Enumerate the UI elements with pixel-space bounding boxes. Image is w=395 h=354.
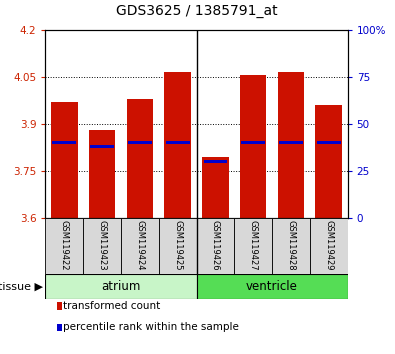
Bar (121, 218, 159, 274)
Text: percentile rank within the sample: percentile rank within the sample (63, 322, 239, 332)
Text: GDS3625 / 1385791_at: GDS3625 / 1385791_at (116, 4, 277, 18)
Text: GSM119429: GSM119429 (324, 219, 333, 270)
Bar (45, 274, 197, 299)
Bar (51, 102, 77, 218)
Text: GSM119422: GSM119422 (60, 219, 69, 270)
Bar (164, 72, 191, 218)
Bar (240, 75, 266, 218)
Text: GSM119424: GSM119424 (135, 219, 144, 270)
Bar (159, 218, 197, 274)
Bar (90, 145, 114, 148)
Text: tissue ▶: tissue ▶ (0, 282, 43, 292)
Text: transformed count: transformed count (63, 301, 161, 311)
Bar (83, 218, 121, 274)
Bar (316, 105, 342, 218)
Bar (310, 218, 348, 274)
Bar (317, 141, 340, 144)
Bar (128, 141, 152, 144)
Text: GSM119428: GSM119428 (286, 219, 295, 270)
Bar (234, 218, 272, 274)
Bar (45, 218, 83, 274)
Bar (279, 141, 303, 144)
Text: GSM119425: GSM119425 (173, 219, 182, 270)
Text: GSM119423: GSM119423 (98, 219, 107, 270)
Bar (203, 160, 227, 163)
Bar (278, 72, 304, 218)
Bar (53, 141, 76, 144)
Bar (166, 141, 190, 144)
Bar (197, 218, 234, 274)
Bar (272, 218, 310, 274)
Text: atrium: atrium (101, 280, 141, 293)
Bar (89, 130, 115, 218)
Bar (197, 274, 348, 299)
Text: ventricle: ventricle (246, 280, 298, 293)
Text: GSM119426: GSM119426 (211, 219, 220, 270)
Bar (127, 99, 153, 218)
Bar (241, 141, 265, 144)
Text: GSM119427: GSM119427 (249, 219, 258, 270)
Bar (202, 157, 229, 218)
